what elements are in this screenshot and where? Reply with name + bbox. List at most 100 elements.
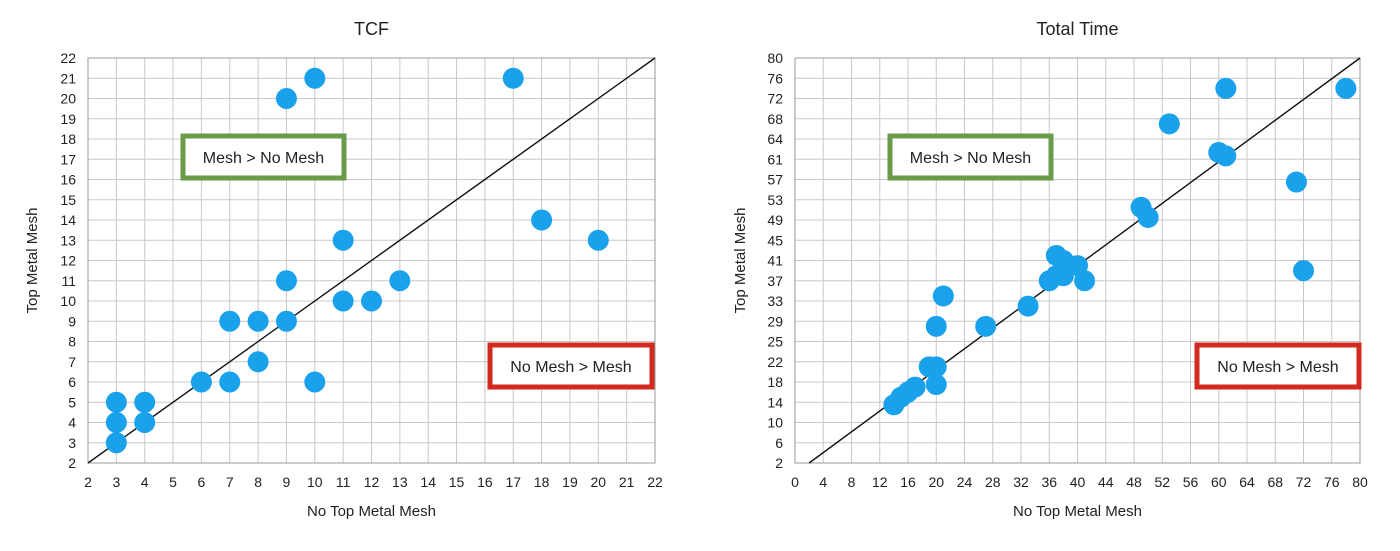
data-point [219, 310, 241, 332]
x-tick-label: 10 [307, 474, 323, 490]
y-tick-label: 18 [767, 374, 783, 390]
y-tick-label: 53 [767, 192, 783, 208]
x-tick-label: 4 [141, 474, 149, 490]
data-point [247, 310, 269, 332]
x-tick-label: 12 [872, 474, 888, 490]
data-point [304, 371, 326, 393]
x-tick-label: 52 [1154, 474, 1170, 490]
y-axis-label: Top Metal Mesh [24, 208, 41, 314]
x-tick-label: 21 [619, 474, 635, 490]
data-point [1335, 77, 1357, 99]
x-tick-label: 80 [1352, 474, 1368, 490]
x-axis-label: No Top Metal Mesh [1013, 503, 1142, 520]
y-tick-label: 2 [68, 455, 76, 471]
y-tick-label: 2 [775, 455, 783, 471]
x-tick-label: 64 [1239, 474, 1255, 490]
data-point [361, 290, 382, 312]
data-point [1215, 145, 1237, 167]
annotation-text: Mesh > No Mesh [910, 150, 1031, 167]
data-point [275, 270, 297, 292]
data-point [1293, 260, 1314, 282]
chart-0: 2 3 4 5 6 7 8 9 10 11 12 13 14 15 16 17 18 19 20 21 22234567… [24, 19, 663, 520]
y-tick-label: 4 [68, 415, 76, 431]
y-tick-label: 15 [60, 192, 76, 208]
annotation-text: No Mesh > Mesh [1217, 359, 1338, 376]
y-tick-label: 29 [767, 313, 783, 329]
y-tick-label: 8 [68, 334, 76, 350]
y-tick-label: 45 [767, 232, 783, 248]
x-tick-label: 0 [791, 474, 799, 490]
data-point [105, 391, 127, 413]
data-point [925, 315, 947, 337]
data-point [389, 270, 411, 292]
x-tick-label: 8 [848, 474, 856, 490]
x-tick-label: 40 [1070, 474, 1086, 490]
y-tick-label: 33 [767, 293, 783, 309]
x-tick-label: 68 [1267, 474, 1283, 490]
y-tick-label: 19 [60, 111, 76, 127]
data-point [105, 432, 127, 454]
y-tick-label: 41 [767, 253, 783, 269]
annotation-text: Mesh > No Mesh [203, 150, 324, 167]
data-point [904, 376, 926, 398]
y-tick-label: 5 [68, 394, 76, 410]
x-tick-label: 2 [84, 474, 92, 490]
y-tick-label: 3 [68, 435, 76, 451]
x-tick-label: 36 [1041, 474, 1057, 490]
annotation-box [487, 342, 655, 390]
y-tick-label: 22 [60, 50, 76, 66]
annotation-box [1194, 342, 1362, 390]
y-tick-label: 25 [767, 334, 783, 350]
data-point [247, 351, 269, 373]
annotation-box [887, 133, 1054, 181]
y-tick-label: 22 [767, 354, 783, 370]
data-point [134, 391, 156, 413]
y-tick-label: 80 [767, 50, 783, 66]
annotation-no-mesh-greater: No Mesh > Mesh [487, 342, 655, 390]
x-tick-label: 22 [647, 474, 663, 490]
x-tick-label: 12 [364, 474, 380, 490]
gridlines [87, 57, 656, 464]
data-point [1017, 295, 1039, 317]
y-tick-label: 14 [60, 212, 76, 228]
chart-title: Total Time [1036, 19, 1118, 39]
data-point [275, 88, 297, 109]
data-point [1215, 77, 1237, 99]
x-tick-label: 9 [283, 474, 291, 490]
y-tick-label: 12 [60, 253, 76, 269]
y-tick-label: 37 [767, 273, 783, 289]
x-tick-label: 8 [254, 474, 262, 490]
y-tick-label: 21 [60, 70, 76, 86]
x-tick-label: 6 [198, 474, 206, 490]
y-tick-label: 61 [767, 151, 783, 167]
x-tick-label: 4 [819, 474, 827, 490]
x-tick-label: 20 [591, 474, 607, 490]
data-point [975, 315, 997, 337]
data-point [332, 229, 354, 251]
data-points [105, 67, 609, 454]
x-axis-label: No Top Metal Mesh [307, 503, 436, 520]
y-tick-label: 76 [767, 70, 783, 86]
y-tick-label: 14 [767, 394, 783, 410]
data-point [932, 285, 954, 307]
y-tick-label: 6 [68, 374, 76, 390]
x-tick-label: 56 [1183, 474, 1199, 490]
x-tick-label: 3 [112, 474, 120, 490]
x-tick-label: 76 [1324, 474, 1340, 490]
x-tick-label: 7 [226, 474, 234, 490]
x-tick-label: 44 [1098, 474, 1114, 490]
y-tick-label: 18 [60, 131, 76, 147]
reference-line [87, 57, 656, 464]
y-tick-label: 68 [767, 111, 783, 127]
x-tick-label: 48 [1126, 474, 1142, 490]
y-tick-label: 7 [68, 354, 76, 370]
y-tick-label: 6 [775, 435, 783, 451]
x-tick-label: 13 [392, 474, 408, 490]
x-tick-label: 72 [1296, 474, 1312, 490]
x-tick-label: 5 [169, 474, 177, 490]
annotation-box [180, 133, 347, 181]
data-point [502, 67, 524, 89]
annotation-mesh-greater: Mesh > No Mesh [887, 133, 1054, 181]
data-point [1285, 171, 1307, 193]
